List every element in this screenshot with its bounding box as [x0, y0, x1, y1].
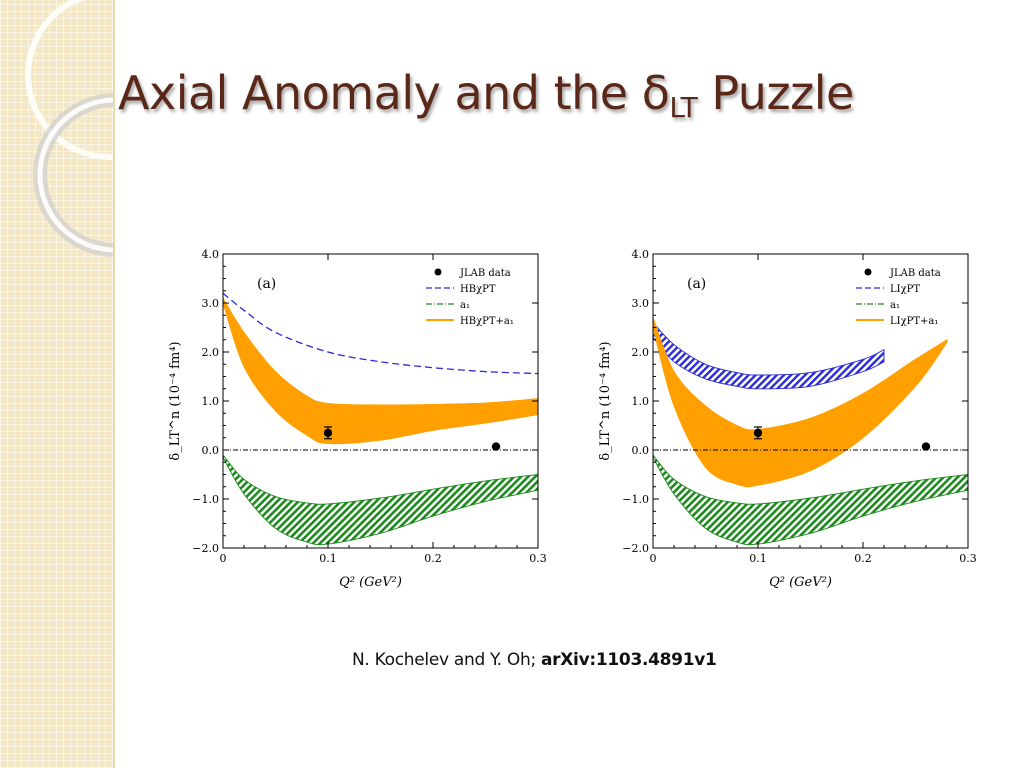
x-axis-label: Q² (GeV²): [769, 575, 832, 590]
series-band-2: [223, 454, 538, 546]
plot-series: [653, 317, 968, 546]
x-tick-label: 0: [650, 552, 657, 565]
legend-label: LIχPT: [890, 284, 920, 295]
legend-marker-data: [434, 268, 442, 276]
x-tick-label: 0.2: [424, 552, 442, 565]
plot-series: [223, 292, 538, 546]
y-tick-label: 3.0: [632, 297, 650, 310]
citation-reference: arXiv:1103.4891v1: [540, 650, 717, 670]
legend-label: JLAB data: [889, 268, 941, 279]
y-axis-label: δ_LT^n (10⁻⁴ fm⁴): [598, 341, 613, 460]
legend-label: LIχPT+a₁: [890, 316, 938, 327]
x-tick-label: 0.1: [749, 552, 767, 565]
legend-label: HBχPT+a₁: [460, 316, 514, 327]
legend-label: JLAB data: [459, 268, 511, 279]
legend-label: a₁: [890, 300, 900, 311]
decorative-rings: [25, 0, 113, 257]
series-band-0: [653, 321, 885, 390]
y-tick-label: 1.0: [632, 395, 650, 408]
page-title: Axial Anomaly and the δLT Puzzle: [118, 66, 854, 124]
series-band-1: [653, 317, 948, 488]
y-tick-label: 1.0: [202, 395, 220, 408]
x-tick-label: 0.3: [959, 552, 977, 565]
y-tick-label: 4.0: [202, 248, 220, 261]
x-tick-label: 0.3: [529, 552, 547, 565]
data-point: [323, 428, 333, 438]
data-point: [491, 442, 501, 451]
citation-authors: N. Kochelev and Y. Oh;: [352, 650, 541, 670]
y-tick-label: −1.0: [622, 493, 649, 506]
legend-label: HBχPT: [460, 284, 496, 295]
y-tick-label: 2.0: [202, 346, 220, 359]
y-tick-label: 2.0: [632, 346, 650, 359]
y-tick-label: −2.0: [192, 542, 219, 555]
x-tick-label: 0.1: [319, 552, 337, 565]
y-tick-label: 0.0: [202, 444, 220, 457]
y-tick-label: −2.0: [622, 542, 649, 555]
data-point: [753, 428, 763, 438]
decorative-sidebar: [0, 0, 115, 768]
citation: N. Kochelev and Y. Oh; arXiv:1103.4891v1: [352, 650, 717, 670]
y-tick-label: −1.0: [192, 493, 219, 506]
legend-marker-data: [864, 268, 872, 276]
series-band-2: [653, 454, 968, 546]
panel-label: (a): [687, 276, 706, 292]
chart-hbchpt: 0 0.1 0.2 0.3 −2.0 −1.0 0.0 1.0 2.0 3.0 4.0 Q² (GeV…: [168, 248, 547, 590]
legend-label: a₁: [460, 300, 470, 311]
panel-label: (a): [257, 276, 276, 292]
chart-lichpt: 0 0.1 0.2 0.3 −2.0 −1.0 0.0 1.0 2.0 3.0 4.0 Q² (GeV…: [598, 248, 977, 590]
data-point: [921, 442, 931, 451]
y-tick-label: 4.0: [632, 248, 650, 261]
x-tick-label: 0: [220, 552, 227, 565]
y-tick-label: 0.0: [632, 444, 650, 457]
y-axis-label: δ_LT^n (10⁻⁴ fm⁴): [168, 341, 183, 460]
y-tick-label: 3.0: [202, 297, 220, 310]
x-axis-label: Q² (GeV²): [339, 575, 402, 590]
x-tick-label: 0.2: [854, 552, 872, 565]
series-curve-0: [223, 292, 538, 375]
